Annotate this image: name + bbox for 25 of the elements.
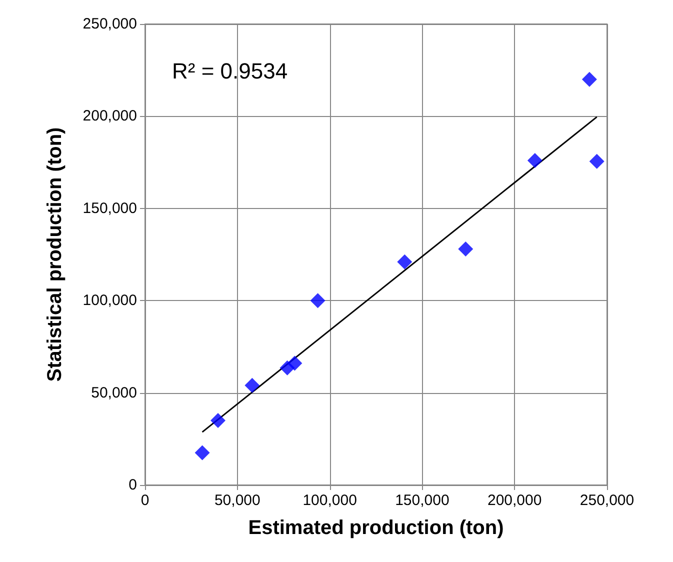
point	[287, 356, 302, 371]
x-tick-label: 200,000	[487, 492, 542, 509]
point	[194, 445, 210, 460]
y-tick-label: 100,000	[82, 292, 137, 310]
x-tick-label: 0	[140, 492, 150, 509]
point	[589, 154, 604, 169]
point	[582, 72, 597, 87]
point	[210, 412, 226, 428]
annotation: R² = 0.9534	[172, 58, 288, 84]
point	[310, 293, 326, 308]
x-tick-label: 100,000	[302, 492, 357, 509]
y-tick-label: 50,000	[91, 384, 137, 402]
y-tick-label: 250,000	[82, 16, 137, 32]
point	[527, 152, 542, 168]
x-axis-title: Estimated production (ton)	[248, 517, 504, 539]
x-tick-label: 150,000	[395, 492, 450, 509]
point	[244, 378, 260, 393]
point	[397, 254, 412, 270]
y-tick-label: 200,000	[82, 108, 137, 125]
y-axis-title: Statistical production (ton)	[44, 127, 66, 382]
point	[458, 241, 474, 256]
x-tick-label: 50,000	[214, 492, 260, 509]
y-tick-label: 0	[128, 476, 137, 494]
y-tick-label: 150,000	[82, 200, 137, 217]
x-tick-label: 250,000	[580, 492, 634, 509]
